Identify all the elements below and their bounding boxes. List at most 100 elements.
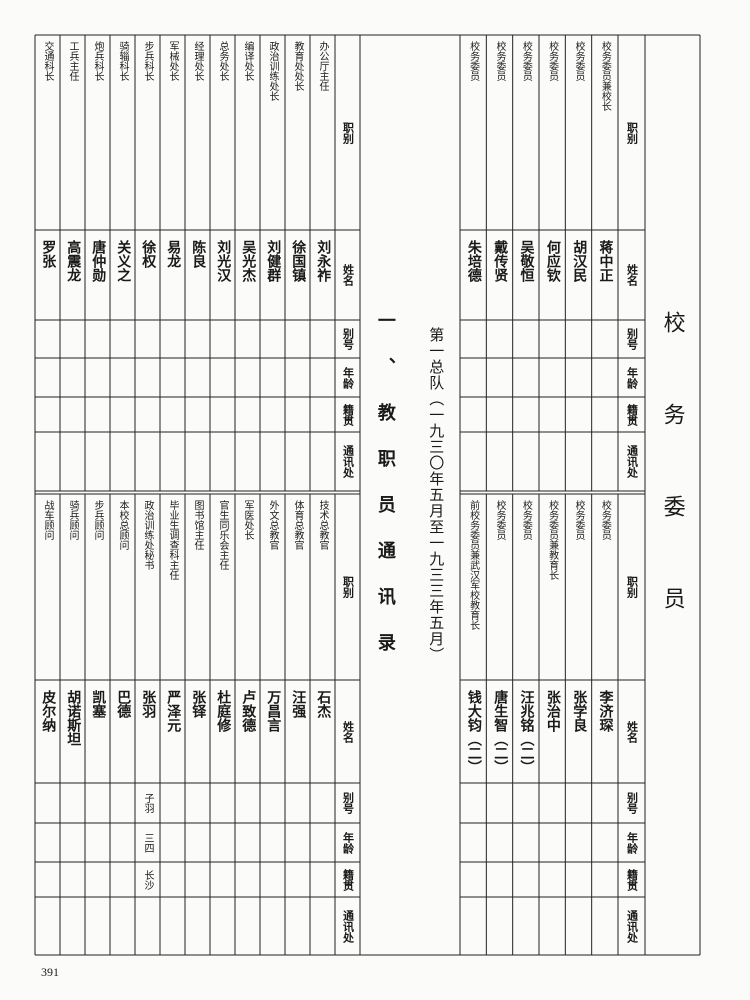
position: 本校总顾问 bbox=[117, 500, 128, 550]
position: 校务委员 bbox=[493, 500, 505, 540]
column-header: 籍贯 bbox=[625, 868, 638, 891]
position-cell: 政治训练处长 bbox=[260, 35, 285, 230]
column-header-cell: 籍贯 bbox=[335, 397, 360, 432]
position-cell: 校务委员 bbox=[513, 494, 539, 680]
column-header-cell: 职别 bbox=[335, 494, 360, 680]
position-cell: 军械处长 bbox=[160, 35, 185, 230]
name-cell: 何应钦 bbox=[539, 230, 565, 320]
position: 军械处长 bbox=[167, 41, 178, 81]
position: 工兵主任 bbox=[67, 41, 78, 81]
position: 交通科长 bbox=[42, 41, 53, 81]
column-header: 姓名 bbox=[341, 264, 354, 286]
name: 皮尔纳 bbox=[40, 690, 56, 732]
name: 罗张 bbox=[40, 240, 56, 268]
position: 毕业生调查科主任 bbox=[167, 500, 178, 580]
name-cell: 张羽 bbox=[135, 680, 160, 783]
subtitle-cell: 第一总队（一九三〇年五月至一九三三年五月） bbox=[410, 35, 460, 955]
position-cell: 总务处长 bbox=[210, 35, 235, 230]
name: 张学良 bbox=[571, 690, 587, 732]
position-cell: 毕业生调查科主任 bbox=[160, 494, 185, 680]
column-header: 职别 bbox=[625, 121, 638, 144]
position: 前校务委员兼武汉军校教育长 bbox=[467, 500, 479, 630]
position: 编译处长 bbox=[242, 41, 253, 81]
position-cell: 步兵科长 bbox=[135, 35, 160, 230]
column-header-cell: 年龄 bbox=[335, 823, 360, 862]
name: 刘光汉 bbox=[215, 240, 231, 282]
name-cell: 吴敬恒 bbox=[513, 230, 539, 320]
column-header-cell: 姓名 bbox=[618, 680, 645, 783]
position-cell: 校务委员 bbox=[539, 35, 565, 230]
position-cell: 本校总顾问 bbox=[110, 494, 135, 680]
column-header-cell: 年龄 bbox=[335, 358, 360, 397]
name: 胡汉民 bbox=[571, 240, 587, 282]
column-header-cell: 年龄 bbox=[618, 358, 645, 397]
position-cell: 技术总教官 bbox=[310, 494, 335, 680]
position: 军医处长 bbox=[242, 500, 253, 540]
position: 教育处处长 bbox=[292, 41, 303, 91]
name: 吴光杰 bbox=[240, 240, 256, 282]
position-cell: 工兵主任 bbox=[60, 35, 85, 230]
position-cell: 图书馆主任 bbox=[185, 494, 210, 680]
name-cell: 汪兆铭（二） bbox=[513, 680, 539, 783]
position-cell: 校务委员 bbox=[513, 35, 539, 230]
column-header: 年龄 bbox=[341, 831, 354, 854]
name-cell: 巴德 bbox=[110, 680, 135, 783]
column-header: 年龄 bbox=[625, 366, 638, 389]
name: 吴敬恒 bbox=[518, 240, 534, 282]
name-cell: 徐国镇 bbox=[285, 230, 310, 320]
column-header: 年龄 bbox=[341, 366, 354, 389]
name-cell: 吴光杰 bbox=[235, 230, 260, 320]
column-header-cell: 别号 bbox=[335, 320, 360, 358]
name-cell: 刘永祚 bbox=[310, 230, 335, 320]
column-header-cell: 职别 bbox=[618, 35, 645, 230]
name-cell: 石杰 bbox=[310, 680, 335, 783]
column-header-cell: 籍贯 bbox=[335, 862, 360, 897]
position-cell: 步兵顾问 bbox=[85, 494, 110, 680]
column-header: 职别 bbox=[341, 121, 354, 144]
position: 政治训练处秘书 bbox=[142, 500, 153, 570]
column-header-cell: 职别 bbox=[618, 494, 645, 680]
name: 刘健群 bbox=[265, 240, 281, 282]
name: 易龙 bbox=[165, 240, 181, 268]
name-cell: 汪强 bbox=[285, 680, 310, 783]
column-header: 年龄 bbox=[625, 831, 638, 854]
name: 汪兆铭（二） bbox=[518, 690, 534, 774]
column-header-cell: 别号 bbox=[335, 783, 360, 823]
name-cell: 张治中 bbox=[539, 680, 565, 783]
name: 严泽元 bbox=[165, 690, 181, 732]
name-cell: 张学良 bbox=[565, 680, 591, 783]
column-header: 别号 bbox=[341, 792, 354, 814]
name-cell: 刘光汉 bbox=[210, 230, 235, 320]
name: 何应钦 bbox=[544, 240, 560, 282]
name: 万昌言 bbox=[265, 690, 281, 732]
name-cell: 胡诺斯坦 bbox=[60, 680, 85, 783]
position-cell: 校务委员 bbox=[486, 494, 512, 680]
position-cell: 校务委员 bbox=[486, 35, 512, 230]
name-cell: 李济琛 bbox=[592, 680, 618, 783]
name: 钱大钧（二） bbox=[465, 690, 481, 774]
column-header: 籍贯 bbox=[341, 403, 354, 426]
position-cell: 交通科长 bbox=[35, 35, 60, 230]
name: 凯塞 bbox=[90, 690, 106, 718]
name-cell: 罗张 bbox=[35, 230, 60, 320]
name-cell: 戴传贤 bbox=[486, 230, 512, 320]
position-cell: 校务委员 bbox=[592, 494, 618, 680]
native-place: 长沙 bbox=[142, 869, 153, 890]
position-cell: 办公厅主任 bbox=[310, 35, 335, 230]
alias-cell: 子羽 bbox=[135, 783, 160, 823]
position: 外文总教官 bbox=[267, 500, 278, 550]
name: 唐生智（二） bbox=[492, 690, 508, 774]
position: 校务委员兼校长 bbox=[599, 41, 611, 111]
name: 巴德 bbox=[115, 690, 131, 718]
name: 蒋中正 bbox=[597, 240, 613, 282]
name: 卢致德 bbox=[240, 690, 256, 732]
column-header-cell: 姓名 bbox=[618, 230, 645, 320]
position-cell: 校务委员兼教育长 bbox=[539, 494, 565, 680]
position: 校务委员 bbox=[520, 41, 532, 81]
section-title: 校务委员 bbox=[660, 311, 686, 679]
position: 炮兵科长 bbox=[92, 41, 103, 81]
position-cell: 教育处处长 bbox=[285, 35, 310, 230]
position: 校务委员 bbox=[546, 41, 558, 81]
column-header-cell: 籍贯 bbox=[618, 862, 645, 897]
position: 图书馆主任 bbox=[192, 500, 203, 550]
